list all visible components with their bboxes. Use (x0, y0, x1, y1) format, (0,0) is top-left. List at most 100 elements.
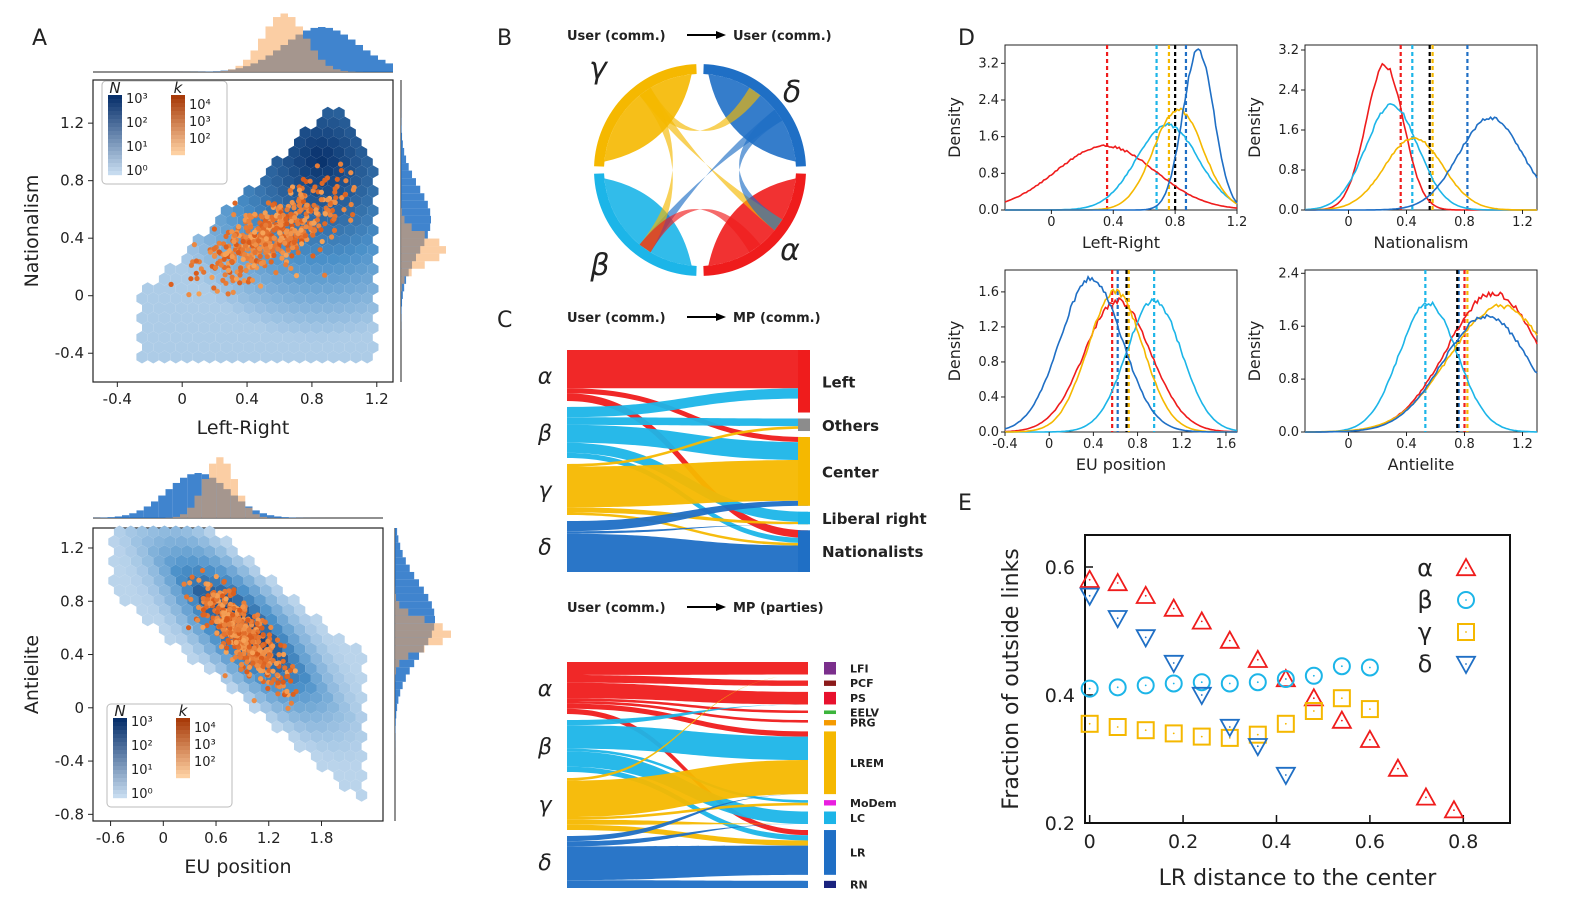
data-point (258, 283, 264, 289)
data-point (291, 205, 297, 211)
hist-bar (259, 513, 267, 518)
data-point (307, 225, 313, 231)
hex-bin (181, 584, 193, 597)
hex-bin (204, 525, 216, 539)
x-tick-label: 0.4 (235, 390, 259, 408)
hex-bin (299, 652, 311, 666)
sankey-flow (567, 417, 808, 427)
scatter-point-center (1228, 639, 1231, 642)
hex-bin (367, 223, 379, 237)
hex-bin (333, 632, 345, 646)
data-point (270, 202, 276, 208)
scatter-point-center (1116, 726, 1119, 728)
data-point (249, 277, 256, 283)
sankey-party-label: PRG (850, 717, 876, 730)
scatter-point (1079, 587, 1101, 607)
hex-bin (305, 136, 317, 149)
legend-marker (1455, 557, 1477, 577)
data-point (256, 639, 262, 645)
hex-bin (361, 292, 373, 305)
data-point (193, 258, 199, 264)
data-point (246, 664, 252, 671)
hex-bin (367, 262, 379, 276)
hex-bin (350, 701, 362, 714)
density-curve (1305, 136, 1537, 211)
data-point (238, 265, 244, 271)
hex-bin (294, 701, 306, 714)
colorbar-step (113, 734, 127, 739)
hex-bin (220, 321, 233, 335)
data-point (298, 227, 304, 233)
data-point (209, 274, 215, 280)
hex-bin (136, 331, 148, 344)
hex-bin (339, 701, 351, 714)
hex-bin (271, 584, 283, 597)
hex-bin (271, 623, 283, 636)
x-tick-label: 0.8 (1448, 831, 1478, 853)
colorbar-step (113, 726, 127, 731)
colorbar-step (113, 782, 127, 787)
panel-a-bottom-frame (92, 527, 384, 822)
hex-bin (310, 165, 323, 179)
right-marginal-histogram (400, 80, 446, 382)
hex-bin (254, 321, 266, 335)
hex-bin (277, 282, 289, 296)
data-point (241, 278, 247, 284)
hex-bin (316, 311, 328, 325)
colorbar-step (176, 722, 190, 727)
data-point (217, 623, 223, 629)
legend-label: β (1417, 586, 1432, 614)
scatter-point-center (1228, 736, 1231, 739)
colorbar-step (113, 722, 127, 727)
scatter-point (1248, 725, 1267, 744)
hex-bin (322, 632, 334, 646)
scatter-point-center (1144, 684, 1147, 687)
data-point (266, 632, 273, 638)
hex-bin (339, 311, 351, 325)
hex-bin (170, 292, 182, 305)
data-point (268, 680, 275, 686)
data-point (310, 232, 316, 238)
hist-bar (220, 70, 228, 72)
hex-bin (305, 623, 317, 636)
sankey-source-label: α (538, 677, 553, 702)
hex-bin (355, 262, 368, 276)
data-point (262, 242, 269, 248)
data-point (195, 617, 201, 623)
hex-bin (322, 145, 334, 159)
sankey-target-label: Left (822, 373, 855, 391)
data-point (245, 617, 251, 623)
data-point (220, 277, 226, 283)
y-axis-label: Density (1245, 321, 1264, 382)
y-tick-label: 1.2 (60, 114, 84, 132)
data-point (333, 195, 339, 201)
hex-bin (181, 331, 193, 344)
data-point (214, 288, 220, 294)
k-tick-label: 10³ (189, 115, 211, 130)
hist-bar (395, 681, 403, 690)
hex-bin (367, 301, 379, 315)
hex-bin (136, 603, 148, 617)
data-point (260, 642, 266, 649)
hist-bar (395, 608, 409, 616)
hex-bin (153, 574, 165, 588)
colorbar-step (108, 119, 122, 124)
data-point (313, 207, 319, 213)
data-point (225, 267, 232, 273)
data-point (266, 653, 272, 659)
hex-bin (350, 759, 362, 773)
hex-bin (153, 535, 165, 549)
hex-bin (333, 340, 345, 354)
data-point (188, 262, 194, 268)
hist-bar (395, 528, 398, 536)
x-tick-label: 0.2 (1168, 831, 1198, 853)
data-point (241, 651, 247, 657)
x-tick-label: 0.8 (300, 390, 324, 408)
hist-bar (180, 477, 188, 518)
chord-link (639, 87, 761, 131)
density-subplot: 0 0.4 0.8 1.2 0.0 0.8 1.6 2.4 3.2 Left-Right Densi… (945, 44, 1247, 252)
data-point (259, 214, 265, 220)
data-point (328, 200, 334, 206)
hex-bin (355, 282, 368, 296)
hex-bin (294, 623, 306, 636)
